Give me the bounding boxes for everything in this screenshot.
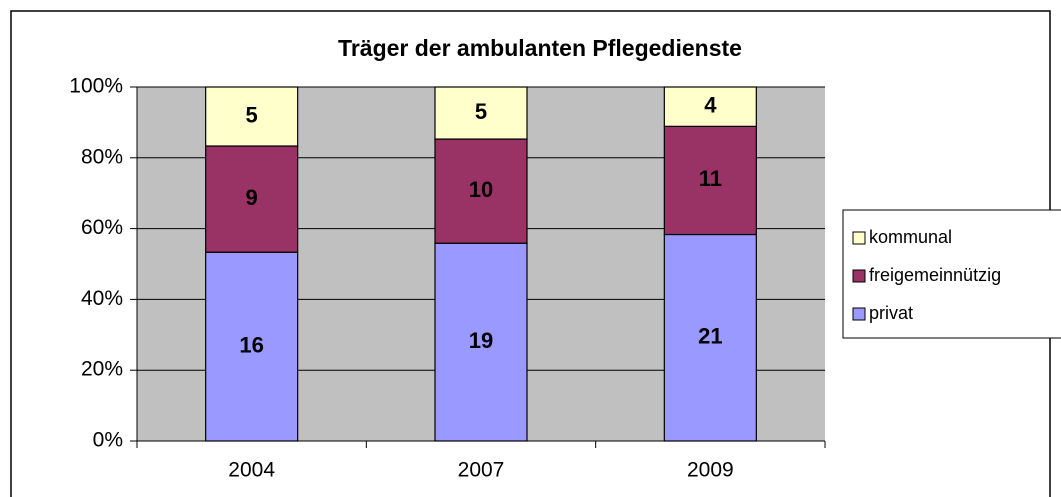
legend-label: privat (869, 303, 913, 323)
bar-segment (663, 233, 757, 442)
x-tick-label: 2007 (458, 459, 505, 482)
bar-segment (434, 86, 528, 140)
bar-segment (663, 125, 757, 236)
data-label: 16 (239, 332, 263, 357)
bar-segment (205, 145, 299, 253)
y-tick-label: 40% (81, 287, 123, 310)
bar-segment (663, 86, 757, 127)
y-tick-label: 80% (81, 145, 123, 168)
data-label: 19 (469, 328, 493, 353)
x-tick-label: 2009 (687, 459, 734, 482)
chart-title: Träger der ambulanten Pflegedienste (338, 35, 742, 61)
y-tick-label: 60% (81, 216, 123, 239)
legend-label: freigemeinnützig (869, 265, 1001, 285)
data-label: 4 (704, 92, 717, 117)
y-tick-label: 100% (69, 75, 123, 98)
bar-segment (434, 242, 528, 442)
data-label: 10 (469, 177, 493, 202)
legend-swatch (852, 307, 866, 321)
bar-segment (205, 86, 299, 147)
data-label: 11 (699, 166, 722, 191)
data-label: 5 (246, 102, 258, 127)
bar-segment (434, 138, 528, 244)
y-tick-label: 20% (81, 358, 123, 381)
y-tick-label: 0% (93, 429, 123, 452)
legend-box (842, 209, 1061, 339)
legend-swatch (852, 269, 866, 283)
legend-swatch (852, 231, 866, 245)
x-tick-label: 2004 (228, 459, 275, 482)
legend-label: kommunal (869, 227, 952, 247)
data-label: 9 (246, 185, 258, 210)
data-label: 5 (475, 99, 487, 124)
data-label: 21 (698, 324, 722, 349)
